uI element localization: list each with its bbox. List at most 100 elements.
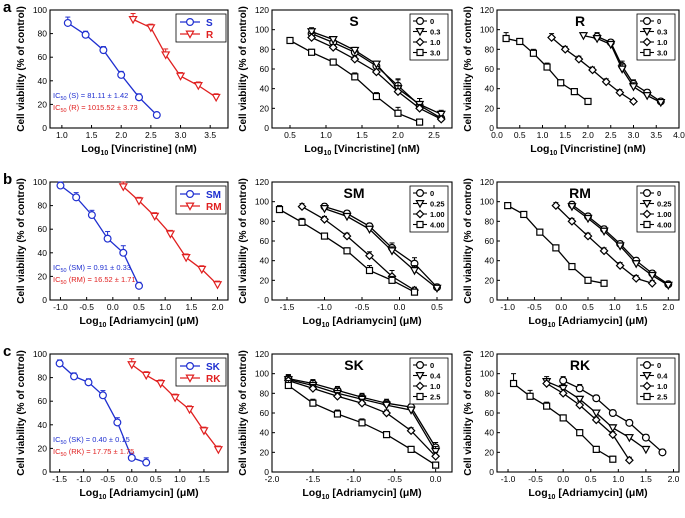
- data-point: [656, 98, 666, 108]
- y-tick-label: 20: [485, 447, 495, 457]
- data-point: [406, 406, 416, 415]
- y-tick-label: 20: [260, 447, 270, 457]
- data-point: [629, 97, 638, 106]
- y-tick-label: 80: [38, 29, 48, 39]
- data-point: [584, 276, 592, 284]
- data-point: [436, 110, 446, 120]
- data-point: [410, 288, 419, 296]
- data-point: [142, 458, 151, 467]
- data-point: [284, 381, 292, 390]
- legend-marker: [186, 362, 195, 371]
- row-b: b 0 20 40 60 80 100 -1.0 -0.5 0.0 0.5 1.0 1.5 2.0 Cell…: [3, 171, 680, 329]
- data-point: [170, 394, 180, 403]
- legend-marker: [185, 30, 195, 39]
- data-point: [583, 231, 593, 241]
- legend-marker: [415, 381, 425, 391]
- y-axis-label: Cell viability (% of control): [16, 350, 27, 476]
- data-point: [342, 212, 352, 222]
- data-point: [63, 18, 72, 27]
- data-point: [432, 284, 442, 294]
- legend-label: 0: [430, 189, 434, 198]
- y-tick-label: 80: [485, 388, 495, 398]
- data-point: [608, 424, 618, 433]
- data-point: [608, 409, 617, 418]
- x-tick-label: 1.5: [86, 130, 98, 140]
- data-point: [199, 427, 209, 436]
- ic50-annotation: IC50 (SK) = 0.40 ± 0.15: [53, 435, 130, 446]
- data-point: [146, 24, 156, 33]
- legend: 0 0.251.00 4.00: [636, 185, 676, 233]
- y-tick-label: 100: [33, 177, 47, 187]
- y-tick-label: 0: [42, 295, 47, 305]
- plot-frame: [49, 9, 229, 129]
- data-point: [658, 448, 667, 457]
- data-point: [409, 267, 420, 276]
- x-tick-label: 1.0: [609, 302, 621, 312]
- y-tick-label: 120: [255, 177, 269, 187]
- data-point: [394, 109, 402, 117]
- data-point: [212, 281, 223, 290]
- y-tick-label: 0: [264, 123, 269, 133]
- legend-label: 4.00: [657, 221, 672, 230]
- legend-label: 3.0: [430, 49, 440, 58]
- dose-plot-sm: 0 20 40 60 80 100 120 -1.5 -1.0 -0.5 0.0 0.5 Cell vi…: [238, 177, 453, 329]
- data-point: [213, 446, 223, 455]
- data-point: [307, 33, 317, 42]
- ic50-annotation: IC50 (RK) = 17.75 ± 1.75: [53, 447, 134, 458]
- y-tick-label: 100: [255, 197, 269, 207]
- legend: 0 0.41.0 2.5: [636, 357, 676, 405]
- y-tick-label: 40: [260, 256, 270, 266]
- legend-box: [175, 357, 227, 387]
- x-tick-label: 0.0: [555, 302, 567, 312]
- data-point: [127, 453, 136, 462]
- x-tick-label: -1.0: [317, 302, 332, 312]
- data-point: [117, 70, 126, 79]
- x-tick-label: 4.0: [673, 130, 685, 140]
- y-tick-label: 80: [38, 201, 48, 211]
- legend-marker: [186, 190, 195, 199]
- x-tick-label: 0.5: [585, 474, 597, 484]
- y-tick-label: 120: [480, 177, 494, 187]
- data-point: [381, 401, 392, 410]
- y-tick-label: 100: [255, 369, 269, 379]
- x-tick-label: 2.5: [145, 130, 157, 140]
- y-tick-label: 100: [33, 5, 47, 15]
- x-axis-label: Log10 [Adriamycin] (μM): [79, 487, 198, 501]
- x-tick-label: 0.0: [107, 302, 119, 312]
- series-line: [324, 207, 438, 289]
- panel-title: R: [575, 13, 585, 29]
- x-tick-label: 1.5: [198, 474, 210, 484]
- y-tick-label: 120: [255, 5, 269, 15]
- legend-label: RM: [206, 202, 222, 213]
- y-tick-label: 120: [480, 349, 494, 359]
- legend-marker: [416, 17, 425, 26]
- legend-label: 4.00: [430, 221, 445, 230]
- x-tick-label: 3.5: [650, 130, 662, 140]
- data-point: [647, 271, 657, 281]
- data-point: [319, 205, 330, 214]
- x-tick-label: 2.5: [605, 130, 617, 140]
- x-tick-label: -1.5: [280, 302, 295, 312]
- x-tick-label: 0.0: [126, 474, 138, 484]
- data-point: [591, 409, 601, 418]
- series-1-0: [547, 33, 638, 106]
- data-point: [631, 273, 641, 283]
- y-axis-label: Cell viability (% of control): [238, 178, 249, 304]
- data-point: [320, 214, 329, 224]
- y-tick-label: 20: [485, 275, 495, 285]
- y-tick-label: 0: [264, 467, 269, 477]
- plot-frame: [49, 353, 229, 473]
- x-tick-label: 1.0: [320, 130, 332, 140]
- y-tick-label: 100: [480, 25, 494, 35]
- data-point: [568, 262, 576, 271]
- y-tick-label: 60: [260, 64, 270, 74]
- y-tick-label: 120: [480, 5, 494, 15]
- series-rm: [118, 181, 223, 290]
- x-tick-label: -1.0: [346, 474, 361, 484]
- data-point: [333, 391, 342, 401]
- data-point: [543, 402, 551, 410]
- data-point: [393, 87, 403, 97]
- series-sk: [55, 359, 151, 467]
- series-4-00: [275, 205, 419, 296]
